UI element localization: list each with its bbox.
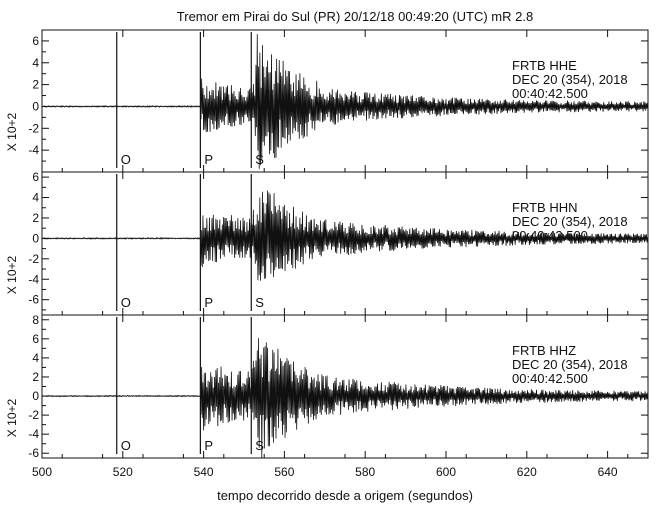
y-tick-label: 2	[32, 211, 39, 225]
y-tick-label: 6	[32, 34, 39, 48]
waveform-trace	[41, 338, 649, 459]
y-tick-label: -6	[28, 446, 39, 460]
x-tick-label: 580	[355, 465, 375, 479]
phase-label-o: O	[121, 295, 131, 310]
y-axis-label: X 10+2	[5, 112, 19, 151]
y-axis-label: X 10+2	[5, 398, 19, 437]
y-tick-label: -2	[28, 252, 39, 266]
x-axis-label: tempo decorrido desde a origem (segundos…	[217, 488, 473, 503]
phase-label-p: P	[204, 295, 213, 310]
station-time: 00:40:42.500	[512, 86, 588, 101]
station-date: DEC 20 (354), 2018	[512, 72, 628, 87]
phase-label-s: S	[255, 295, 264, 310]
y-tick-label: 6	[32, 332, 39, 346]
y-tick-label: 4	[32, 56, 39, 70]
station-date: DEC 20 (354), 2018	[512, 357, 628, 372]
waveform-trace	[41, 34, 649, 169]
panel-frame	[41, 314, 649, 459]
y-tick-label: 6	[32, 170, 39, 184]
y-tick-label: 4	[32, 351, 39, 365]
phase-label-s: S	[255, 438, 264, 453]
y-tick-label: 4	[32, 191, 39, 205]
station-time: 00:40:42.500	[512, 228, 588, 243]
y-tick-label: 0	[32, 389, 39, 403]
y-tick-label: -4	[28, 143, 39, 157]
y-tick-label: -4	[28, 427, 39, 441]
x-tick-label: 620	[517, 465, 537, 479]
phase-label-o: O	[121, 152, 131, 167]
y-tick-label: 0	[32, 231, 39, 245]
station-label: FRTB HHE	[512, 58, 577, 73]
x-axis: 500 520 540 560 580 600 620 640	[32, 168, 629, 479]
y-tick-label: -2	[28, 121, 39, 135]
waveform-trace	[41, 190, 649, 281]
chart-title: Tremor em Pirai do Sul (PR) 20/12/18 00:…	[177, 9, 533, 24]
station-time: 00:40:42.500	[512, 371, 588, 386]
phase-label-p: P	[204, 438, 213, 453]
y-tick-label: 2	[32, 78, 39, 92]
x-tick-label: 500	[32, 465, 52, 479]
station-date: DEC 20 (354), 2018	[512, 214, 628, 229]
phase-label-s: S	[255, 152, 264, 167]
x-tick-label: 520	[113, 465, 133, 479]
y-tick-label: 2	[32, 370, 39, 384]
x-tick-label: 560	[274, 465, 294, 479]
y-tick-label: -6	[28, 293, 39, 307]
station-label: FRTB HHZ	[512, 343, 576, 358]
station-label: FRTB HHN	[512, 200, 577, 215]
y-axis-label: X 10+2	[5, 255, 19, 294]
x-tick-label: 600	[436, 465, 456, 479]
y-tick-label: 8	[32, 313, 39, 327]
y-tick-label: -2	[28, 408, 39, 422]
x-tick-label: 640	[598, 465, 618, 479]
y-tick-label: -4	[28, 272, 39, 286]
phase-label-o: O	[121, 438, 131, 453]
y-tick-label: 0	[32, 99, 39, 113]
phase-label-p: P	[204, 152, 213, 167]
x-tick-label: 540	[194, 465, 214, 479]
